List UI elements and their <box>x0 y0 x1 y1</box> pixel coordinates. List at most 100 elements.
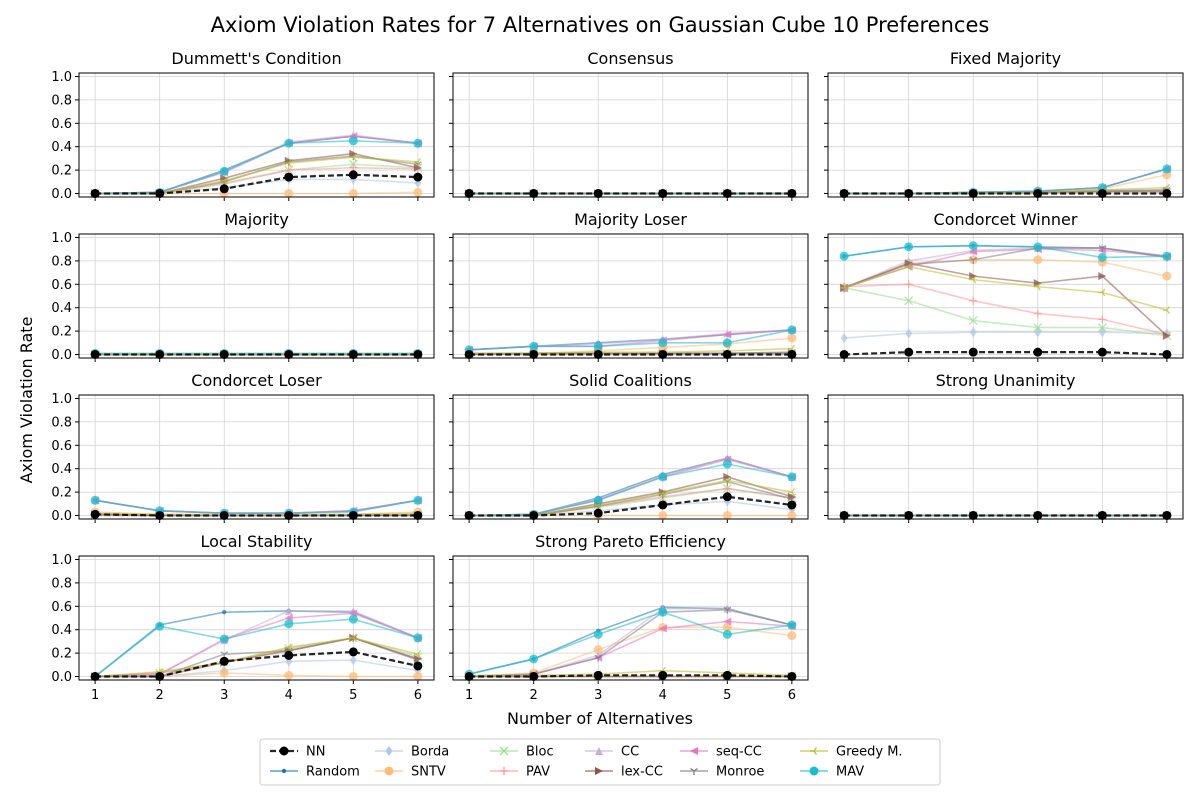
data-point <box>219 656 229 666</box>
series-mav <box>464 325 797 355</box>
panel-title: Condorcet Loser <box>191 371 322 390</box>
panel-local-stability: Local Stability 0.0 0.2 0.4 0.6 0.8 1.0 1 2 3 4 5 6 <box>51 532 435 703</box>
data-point <box>658 188 668 198</box>
data-point <box>593 495 603 505</box>
x-tick-label: 1 <box>91 688 99 703</box>
series-line <box>95 499 418 514</box>
data-point <box>723 606 732 614</box>
legend-marker <box>809 766 819 776</box>
x-tick-label: 3 <box>594 688 602 703</box>
series-line <box>95 650 419 678</box>
legend-entry-pav: PAV <box>490 765 550 780</box>
data-point <box>1097 347 1107 357</box>
data-point <box>413 172 423 182</box>
data-point <box>1033 282 1041 291</box>
series-nn <box>90 647 423 681</box>
series-line <box>95 499 419 514</box>
legend-marker <box>500 767 508 775</box>
data-point <box>155 671 165 681</box>
data-point <box>787 325 797 335</box>
data-point <box>1033 255 1043 265</box>
data-point <box>413 654 422 663</box>
data-point <box>1162 271 1172 281</box>
y-tick-label: 0.2 <box>51 325 72 340</box>
data-point <box>1033 510 1043 520</box>
series-lex-cc <box>465 472 796 520</box>
x-tick-label: 4 <box>285 688 293 703</box>
series-borda <box>91 174 422 199</box>
data-point <box>413 510 423 520</box>
y-tick-label: 0.6 <box>51 600 72 615</box>
series-greedy-m <box>91 153 421 198</box>
data-point <box>594 654 603 662</box>
legend-label: Greedy M. <box>836 745 903 760</box>
y-tick-label: 0.4 <box>51 140 72 155</box>
data-point <box>723 476 731 485</box>
series-nn <box>464 492 797 520</box>
y-tick-label: 0.0 <box>51 670 72 685</box>
data-point <box>723 472 732 481</box>
data-point <box>348 136 358 146</box>
series-line <box>469 463 793 517</box>
data-point <box>348 510 358 520</box>
data-point <box>722 338 732 348</box>
data-point <box>284 510 294 520</box>
y-tick-label: 0.8 <box>51 415 72 430</box>
y-tick-label: 1.0 <box>51 70 72 85</box>
series-line <box>469 495 792 517</box>
data-point <box>529 654 539 664</box>
legend-marker <box>690 747 698 755</box>
data-point <box>349 655 357 666</box>
data-point <box>413 495 423 505</box>
y-axis-label: Axiom Violation Rate <box>17 317 36 484</box>
legend-marker <box>595 767 603 775</box>
data-point <box>1033 347 1043 357</box>
data-point <box>904 188 914 198</box>
data-point <box>968 241 978 251</box>
data-point <box>1162 251 1172 261</box>
legend-entry-seq-cc: seq-CC <box>680 745 762 760</box>
legend-entry-random: Random <box>270 765 360 780</box>
data-point <box>284 619 294 629</box>
series-line <box>469 669 792 677</box>
data-point <box>722 629 732 639</box>
data-point <box>904 296 914 306</box>
data-point <box>723 484 732 493</box>
data-point <box>1098 288 1106 297</box>
data-point <box>787 188 797 198</box>
panel-title: Local Stability <box>200 532 312 551</box>
data-point <box>1033 309 1042 318</box>
data-point <box>969 327 977 338</box>
series-nn <box>839 188 1172 198</box>
series-mav <box>839 241 1172 262</box>
series-nn <box>839 347 1172 359</box>
data-point <box>905 328 913 339</box>
series-line <box>469 329 793 351</box>
data-point <box>658 510 668 520</box>
legend-label: Random <box>306 765 360 780</box>
series-line <box>468 611 792 675</box>
plot-frame <box>452 555 809 681</box>
series-line <box>843 265 1168 311</box>
data-point <box>839 251 849 261</box>
legend-marker <box>595 747 603 755</box>
series-line <box>844 331 1167 339</box>
data-point <box>348 647 358 657</box>
data-point <box>219 510 229 520</box>
series-line <box>95 637 419 678</box>
data-point <box>904 347 914 357</box>
legend-entry-borda: Borda <box>375 745 449 760</box>
y-tick-label: 1.0 <box>51 553 72 568</box>
data-point <box>1034 327 1042 338</box>
data-point <box>348 188 358 198</box>
legend-label: Monroe <box>716 765 764 780</box>
legend-marker <box>385 746 393 756</box>
x-tick-label: 1 <box>465 688 473 703</box>
plot-frame <box>78 394 435 520</box>
panel-title: Strong Unanimity <box>936 371 1076 390</box>
series-nn <box>464 188 797 198</box>
data-point <box>464 510 474 520</box>
plot-frame <box>78 555 435 681</box>
data-point <box>155 510 165 520</box>
data-point <box>220 176 228 185</box>
